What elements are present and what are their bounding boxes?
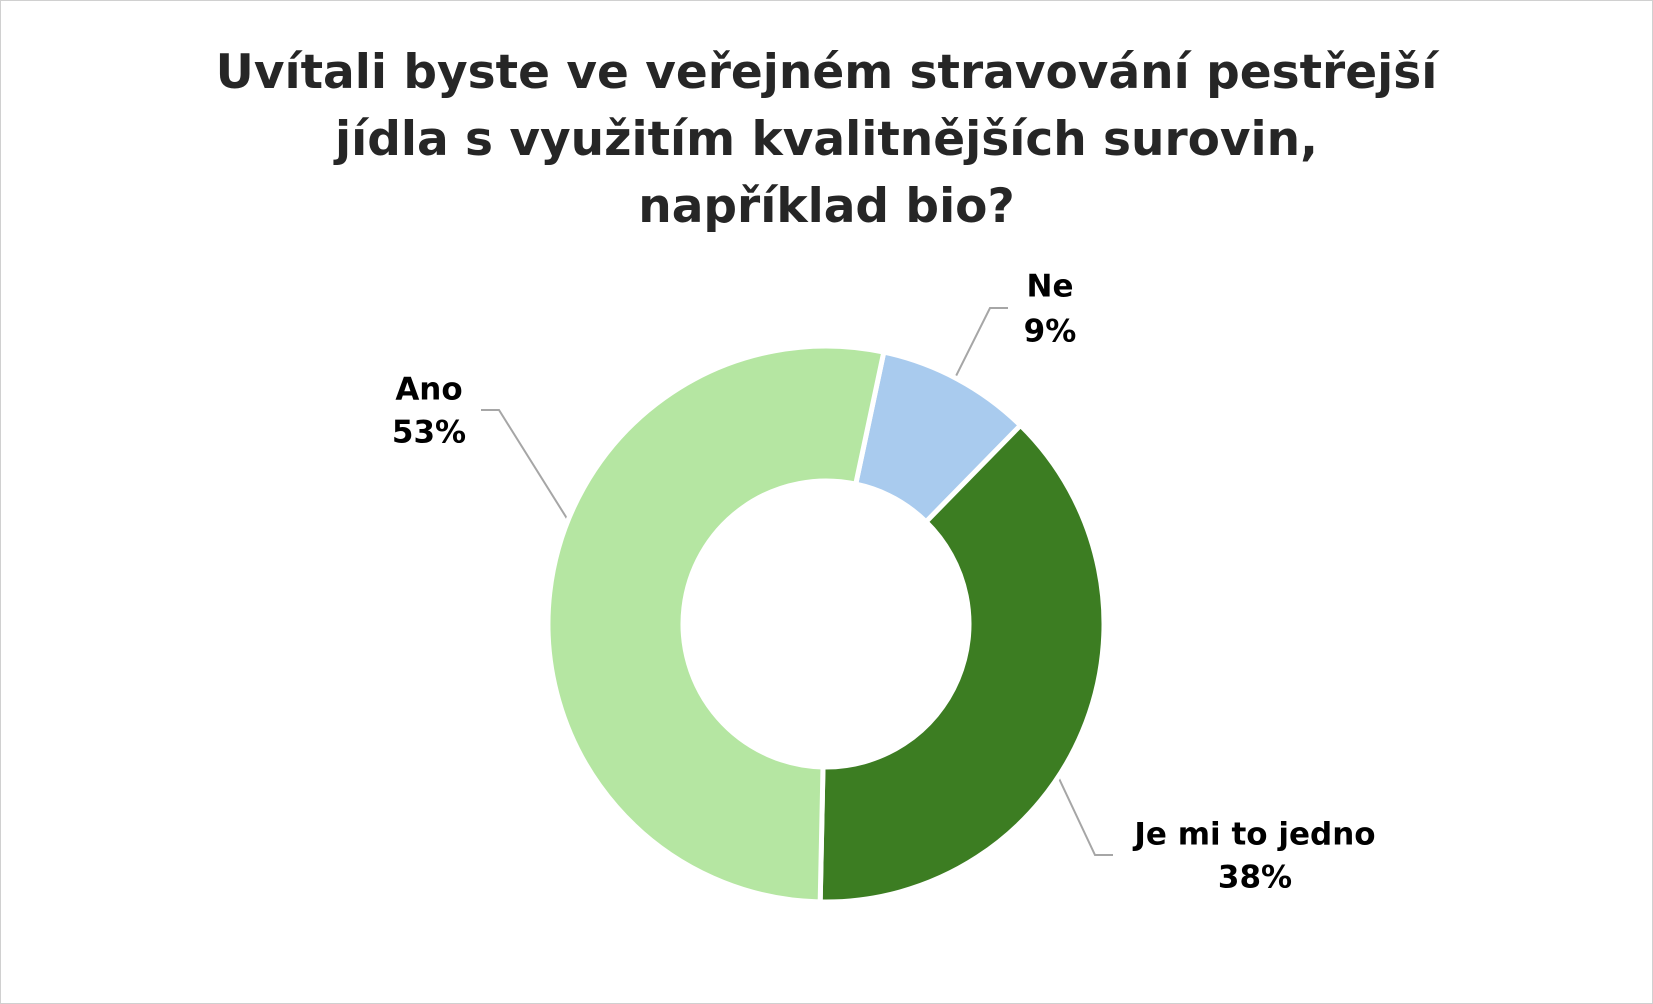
slice-label: Ano [395,372,462,408]
data-label: 9% [1024,314,1077,350]
data-label: 38% [1218,860,1292,896]
slice-label: Je mi to jedno [1132,817,1375,853]
slice-label: Ne [1027,269,1074,305]
donut-slice [545,343,887,905]
donut-slice [817,421,1107,905]
data-label: 53% [392,415,466,451]
chart-title: Uvítali byste ve veřejném stravování pes… [215,45,1438,234]
